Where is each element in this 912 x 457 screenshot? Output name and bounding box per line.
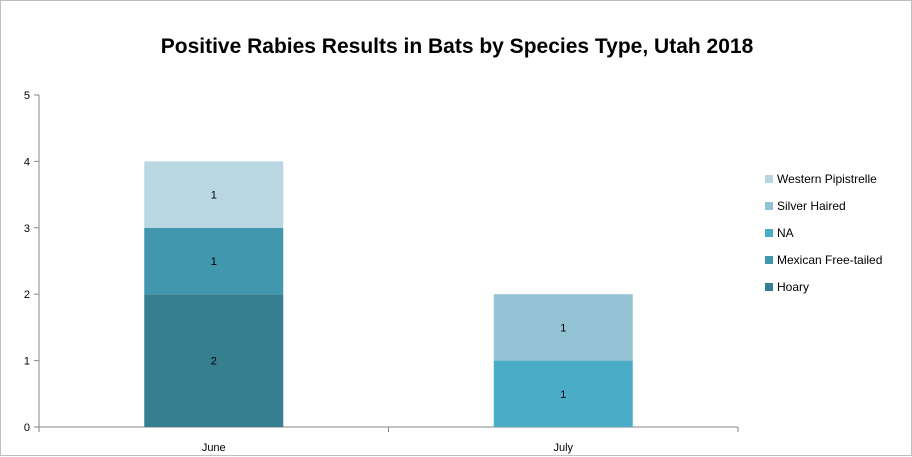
data-label: 1 bbox=[560, 322, 566, 334]
legend-swatch bbox=[765, 175, 773, 183]
y-tick-label: 4 bbox=[24, 156, 30, 168]
legend-label: NA bbox=[777, 226, 794, 240]
data-label: 1 bbox=[211, 190, 217, 202]
bars: 2 1 1 1 1 bbox=[144, 161, 633, 427]
legend-label: Hoary bbox=[777, 280, 809, 294]
chart-title: Positive Rabies Results in Bats by Speci… bbox=[161, 35, 754, 58]
bar-segment bbox=[493, 294, 633, 361]
y-tick-label: 2 bbox=[24, 289, 30, 301]
y-tick-label: 1 bbox=[24, 356, 30, 368]
data-label: 1 bbox=[211, 256, 217, 268]
legend-label: Western Pipistrelle bbox=[777, 172, 877, 186]
data-label: 1 bbox=[560, 389, 566, 401]
legend-swatch bbox=[765, 229, 773, 237]
x-tick-label: June bbox=[202, 442, 226, 454]
legend-swatch bbox=[765, 283, 773, 291]
y-tick-label: 3 bbox=[24, 223, 30, 235]
legend-swatch bbox=[765, 202, 773, 210]
bar-segment bbox=[144, 227, 284, 295]
bar-segment bbox=[493, 360, 633, 427]
x-tick-label: July bbox=[553, 442, 573, 454]
legend-label: Silver Haired bbox=[777, 199, 846, 213]
bar-segment bbox=[144, 161, 284, 228]
legend-swatch bbox=[765, 256, 773, 264]
y-tick-label: 0 bbox=[24, 422, 30, 434]
bar-segment bbox=[144, 294, 284, 427]
data-label: 2 bbox=[211, 356, 217, 368]
y-tick-label: 5 bbox=[24, 90, 30, 102]
legend-label: Mexican Free-tailed bbox=[777, 253, 882, 267]
legend: Western Pipistrelle Silver Haired NA Mexica… bbox=[765, 172, 882, 294]
